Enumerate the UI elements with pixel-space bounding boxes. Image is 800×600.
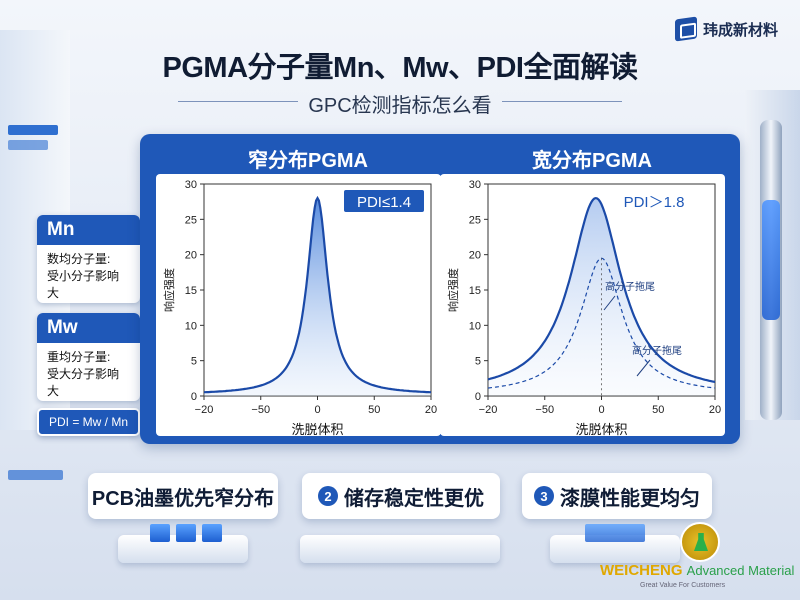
y-tick-label: 10 <box>185 320 197 332</box>
decor-block <box>150 524 170 542</box>
y-tick-label: 0 <box>475 391 481 403</box>
x-tick-label: −20 <box>195 404 214 416</box>
annotation-arrow <box>603 295 616 311</box>
x-axis-label: 洗脱体积 <box>291 422 343 436</box>
decor-block <box>202 524 222 542</box>
x-tick-label: 50 <box>652 404 664 416</box>
footer-brand: WEICHENG Advanced Material Great Value F… <box>600 522 794 594</box>
y-tick-label: 20 <box>185 250 197 262</box>
mn-card: Mn 数均分子量: 受小分子影响大 <box>37 215 140 303</box>
y-tick-label: 5 <box>191 356 197 368</box>
decor-block <box>585 524 645 542</box>
mn-card-heading: Mn <box>37 215 140 245</box>
y-tick-label: 20 <box>469 250 481 262</box>
annotation-arrow <box>636 359 651 377</box>
y-tick-label: 25 <box>185 214 197 226</box>
brand-tagline: Great Value For Customers <box>640 582 726 589</box>
y-tick-label: 0 <box>191 391 197 403</box>
y-axis-label: 响应强度 <box>446 268 460 312</box>
feature-card-2: 2 储存稳定性更优 <box>302 473 500 519</box>
feature-3-number-icon: 3 <box>534 486 554 506</box>
page-title: PGMA分子量Mn、Mw、PDI全面解读 <box>162 52 638 84</box>
mw-line-1: 重均分子量: <box>47 350 111 364</box>
mn-line-2: 受小分子影响大 <box>47 269 120 300</box>
curve-fill <box>488 198 715 396</box>
y-tick-label: 15 <box>185 285 197 297</box>
x-tick-label: 50 <box>368 404 380 416</box>
flask-logo-icon <box>680 522 720 562</box>
feature-card-3: 3 漆膜性能更均匀 <box>522 473 712 519</box>
mn-card-text: 数均分子量: 受小分子影响大 <box>37 245 140 303</box>
x-tick-label: −50 <box>535 404 554 416</box>
pdi-badge <box>344 190 424 212</box>
wide-panel-title: 宽分布PGMA <box>532 150 652 172</box>
x-tick-label: 0 <box>314 404 320 416</box>
x-tick-label: −20 <box>479 404 498 416</box>
y-axis-label: 响应强度 <box>162 268 176 312</box>
mw-card-text: 重均分子量: 受大分子影响大 <box>37 343 140 401</box>
mn-line-1: 数均分子量: <box>47 252 111 266</box>
mw-line-2: 受大分子影响大 <box>47 367 120 398</box>
annotation-label: 高分子拖尾 <box>632 344 682 357</box>
pedestal-2 <box>300 535 500 563</box>
feature-1-label: PCB油墨优先窄分布 <box>91 487 275 510</box>
x-tick-label: 20 <box>709 404 721 416</box>
mw-card-heading: Mw <box>37 313 140 343</box>
distribution-curve <box>487 196 716 384</box>
wide-distribution-chart: 0 5 10 15 20 25 30 −20 −50 0 50 20 洗脱体积 响应强度 PDI＞1.8 高分… <box>446 179 721 437</box>
feature-2-label: 储存稳定性更优 <box>344 487 484 510</box>
brand-name: 玮成新材料 <box>702 21 778 39</box>
decor-block <box>176 524 196 542</box>
wide-chart-box: 0 5 10 15 20 25 30 −20 −50 0 50 20 洗脱体积 响应强度 PDI＞1.8 高分… <box>440 174 725 437</box>
x-tick-label: 20 <box>425 404 437 416</box>
brand-wordmark: WEICHENG Advanced Material <box>600 562 794 579</box>
mw-card: Mw 重均分子量: 受大分子影响大 <box>37 313 140 401</box>
pdi-formula-card: PDI = Mw / Mn <box>37 408 140 436</box>
y-tick-label: 30 <box>469 179 481 191</box>
y-tick-label: 5 <box>475 356 481 368</box>
brand-main: WEICHENG <box>600 562 683 579</box>
y-tick-label: 15 <box>469 285 481 297</box>
x-tick-label: 0 <box>598 404 604 416</box>
decor-bar <box>8 470 63 480</box>
cube-logo-icon <box>674 16 697 42</box>
x-axis-label: 洗脱体积 <box>575 422 627 436</box>
y-tick-label: 10 <box>469 320 481 332</box>
curve-fill <box>204 198 431 396</box>
decor-bar <box>8 125 58 135</box>
pdi-badge-label: PDI＞1.8 <box>624 194 685 211</box>
feature-2-number-icon: 2 <box>318 486 338 506</box>
narrow-panel-title: 窄分布PGMA <box>248 150 368 172</box>
y-tick-label: 25 <box>469 214 481 226</box>
feature-card-1: PCB油墨优先窄分布 <box>88 473 278 519</box>
narrow-distribution-chart: 0 5 10 15 20 25 30 −20 −50 0 50 20 洗脱体积 响应强度 PDI≤1.4 <box>162 179 437 437</box>
annotation-label: 高分子拖尾 <box>605 280 655 293</box>
subtitle-rule-right <box>502 101 622 102</box>
subtitle-rule-left <box>178 101 298 102</box>
comparison-panel: 窄分布PGMA 宽分布PGMA 0 5 10 15 20 25 30 −20 −50 0 50 20 洗… <box>140 134 740 444</box>
brand-logo: 玮成新材料 <box>674 16 778 42</box>
brand-sub: Advanced Material <box>686 563 795 578</box>
decor-bar <box>8 140 48 150</box>
decor-pipe-glow <box>762 200 780 320</box>
page-subtitle: GPC检测指标怎么看 <box>308 95 492 117</box>
feature-3-label: 漆膜性能更均匀 <box>560 487 700 510</box>
narrow-chart-box: 0 5 10 15 20 25 30 −20 −50 0 50 20 洗脱体积 响应强度 PDI≤1.4 <box>156 174 441 437</box>
y-tick-label: 30 <box>185 179 197 191</box>
x-tick-label: −50 <box>251 404 270 416</box>
distribution-curve <box>204 195 431 394</box>
pdi-badge-label: PDI≤1.4 <box>357 194 411 211</box>
